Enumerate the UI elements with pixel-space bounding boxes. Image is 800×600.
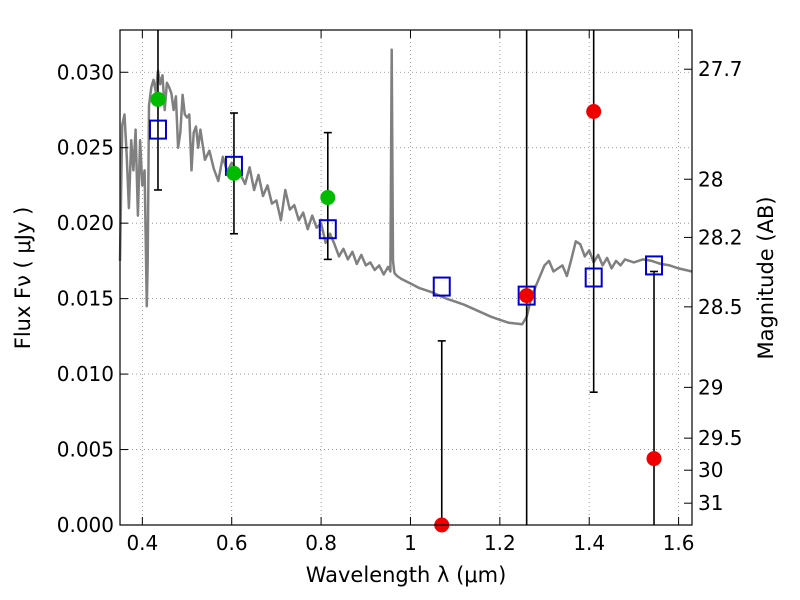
x-tick-label: 1: [404, 531, 417, 555]
y-tick-label: 0.015: [57, 287, 114, 311]
x-tick-label: 0.4: [126, 531, 158, 555]
undetected-flux-point: [586, 103, 602, 119]
y-tick-label: 0.025: [57, 136, 114, 160]
magnitude-axis-ticks: 27.7 28 28.2 28.5 29 29.5 30 31: [684, 57, 743, 515]
model-photometry-marker: [517, 285, 536, 306]
model-photometry-marker: [584, 267, 603, 288]
y-tick-label: 0.010: [57, 362, 114, 386]
x-axis-ticks: 0.4 0.6 0.8 1 1.2 1.4 1.6: [126, 30, 695, 555]
grid-lines: [120, 30, 692, 525]
data-points-layer: [148, 91, 664, 533]
detected-flux-point: [320, 190, 336, 206]
x-axis-label: Wavelength λ (μm): [306, 563, 507, 587]
x-tick-label: 0.6: [216, 531, 248, 555]
y-tick-label: 0.005: [57, 438, 114, 462]
y-axis-ticks: 0.000 0.005 0.010 0.015 0.020 0.025 0.030: [57, 60, 128, 537]
plot-border: [119, 29, 693, 526]
plot-frame: [119, 29, 693, 526]
undetected-flux-point: [646, 451, 662, 467]
model-spectrum-line: [118, 48, 693, 326]
undetected-flux-point: [519, 288, 535, 304]
mag-tick-label: 28.2: [698, 225, 743, 249]
mag-tick-label: 29.5: [698, 426, 743, 450]
mag-tick-label: 28.5: [698, 295, 743, 319]
errorbar-layer: [153, 30, 659, 525]
mag-tick-label: 28: [698, 167, 723, 191]
model-photometry-marker: [148, 119, 167, 140]
x-tick-label: 1.6: [663, 531, 695, 555]
y-tick-label: 0.030: [57, 60, 114, 84]
mag-tick-label: 30: [698, 458, 723, 482]
y-tick-label: 0.000: [57, 513, 114, 537]
mag-tick-label: 27.7: [698, 57, 743, 81]
mag-tick-label: 31: [698, 491, 723, 515]
x-tick-label: 1.2: [484, 531, 516, 555]
y-tick-label: 0.020: [57, 211, 114, 235]
detected-flux-point: [226, 165, 242, 181]
model-photometry-marker: [645, 255, 664, 276]
detected-flux-point: [150, 91, 166, 107]
magnitude-axis-label: Magnitude (AB): [754, 196, 778, 359]
mag-tick-label: 29: [698, 375, 723, 399]
model-photometry-marker: [432, 276, 451, 297]
x-tick-label: 1.4: [573, 531, 605, 555]
model-spectrum-layer: [118, 48, 693, 326]
y-axis-label: Flux Fν ( μJy ): [11, 207, 35, 350]
x-tick-label: 0.8: [305, 531, 337, 555]
model-photometry-marker: [318, 219, 337, 240]
